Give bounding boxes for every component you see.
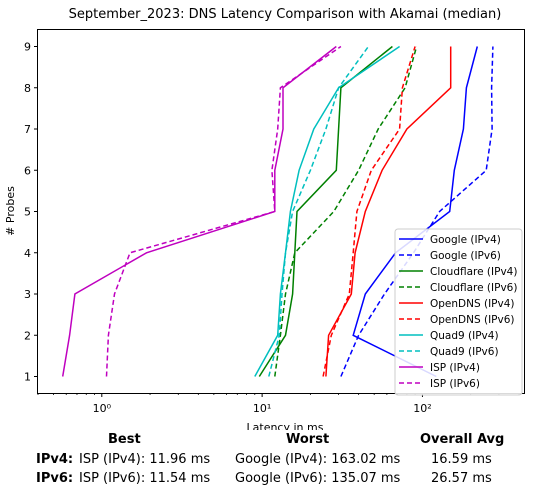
row-ipv6-avg: 26.57 ms: [431, 471, 492, 486]
y-tick-label: 8: [24, 82, 31, 95]
series-line-isp-ipv4: [61, 45, 337, 377]
series-line-opendns-ipv4: [325, 46, 452, 377]
x-axis-label: Latency in ms: [247, 421, 324, 430]
y-tick-label: 9: [24, 41, 31, 54]
series-line-google-ipv4: [352, 46, 479, 378]
legend-entry-quad9-ipv6: Quad9 (IPv6): [430, 346, 499, 358]
header-best: Best: [108, 432, 141, 447]
header-overall-avg: Overall Avg: [420, 432, 505, 447]
series-line-google-ipv6: [340, 46, 494, 377]
x-tick-label: 10⁰: [93, 402, 112, 415]
legend-entry-isp-ipv6: ISP (IPv6): [430, 378, 480, 390]
legend-box: [394, 228, 523, 396]
series-line-cloudflare-ipv4: [258, 45, 393, 377]
y-tick-label: 1: [24, 371, 31, 384]
series-line-quad9-ipv4: [254, 45, 401, 377]
header-worst: Worst: [286, 432, 330, 447]
y-tick-label: 5: [24, 206, 31, 219]
y-tick-label: 3: [24, 288, 31, 301]
series-line-opendns-ipv6: [322, 46, 416, 377]
row-ipv6-best: ISP (IPv6): 11.54 ms: [79, 471, 211, 486]
legend-entry-google-ipv6: Google (IPv6): [430, 250, 501, 262]
legend-entry-quad9-ipv4: Quad9 (IPv4): [430, 330, 499, 342]
chart-title: September_2023: DNS Latency Comparison w…: [69, 7, 502, 22]
y-tick-label: 6: [24, 164, 31, 177]
row-ipv4-avg: 16.59 ms: [431, 452, 492, 467]
x-tick-label: 10¹: [253, 402, 271, 415]
row-ipv4-worst: Google (IPv4): 163.02 ms: [235, 452, 401, 467]
legend: Google (IPv4) Google (IPv6) Cloudflare (IP…: [394, 228, 523, 396]
legend-entry-isp-ipv4: ISP (IPv4): [430, 362, 480, 374]
row-ipv4-best: ISP (IPv4): 11.96 ms: [79, 452, 211, 467]
legend-entry-cloudflare-ipv6: Cloudflare (IPv6): [430, 282, 517, 294]
row-ipv6-label: IPv6:: [36, 471, 74, 486]
y-tick-label: 7: [24, 123, 31, 136]
y-tick-label: 2: [24, 329, 31, 342]
legend-entry-opendns-ipv4: OpenDNS (IPv4): [430, 298, 515, 310]
row-ipv4-label: IPv4:: [36, 452, 74, 467]
series-line-quad9-ipv6: [268, 46, 370, 377]
legend-entry-google-ipv4: Google (IPv4): [430, 234, 501, 246]
y-tick-label: 4: [24, 247, 31, 260]
x-tick-label: 10²: [413, 402, 431, 415]
legend-entry-opendns-ipv6: OpenDNS (IPv6): [430, 314, 515, 326]
row-ipv6-worst: Google (IPv6): 135.07 ms: [235, 471, 401, 486]
series-line-cloudflare-ipv6: [274, 46, 418, 377]
series-line-isp-ipv6: [105, 45, 342, 377]
latency-chart: September_2023: DNS Latency Comparison w…: [4, 7, 525, 430]
y-axis-label: # Probes: [4, 186, 17, 236]
legend-entry-cloudflare-ipv4: Cloudflare (IPv4): [430, 266, 517, 278]
